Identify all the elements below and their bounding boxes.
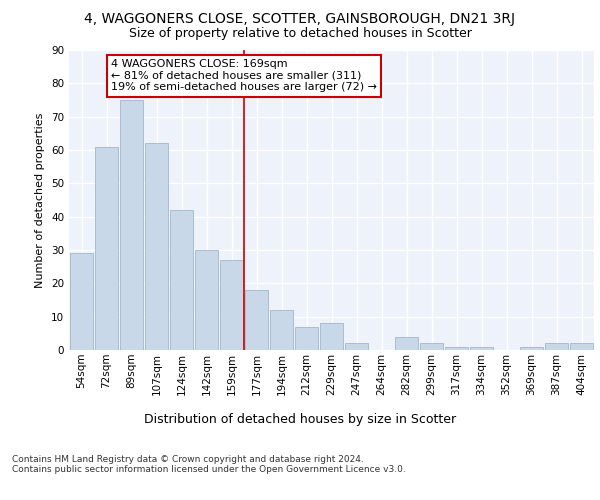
Bar bbox=[245, 290, 268, 350]
Bar bbox=[345, 344, 368, 350]
Bar bbox=[545, 344, 568, 350]
Text: 4, WAGGONERS CLOSE, SCOTTER, GAINSBOROUGH, DN21 3RJ: 4, WAGGONERS CLOSE, SCOTTER, GAINSBOROUG… bbox=[85, 12, 515, 26]
Bar bbox=[395, 336, 418, 350]
Bar bbox=[470, 346, 493, 350]
Bar bbox=[520, 346, 543, 350]
Bar bbox=[70, 254, 93, 350]
Bar bbox=[445, 346, 468, 350]
Bar bbox=[120, 100, 143, 350]
Text: Distribution of detached houses by size in Scotter: Distribution of detached houses by size … bbox=[144, 412, 456, 426]
Bar bbox=[320, 324, 343, 350]
Text: Contains HM Land Registry data © Crown copyright and database right 2024.
Contai: Contains HM Land Registry data © Crown c… bbox=[12, 455, 406, 474]
Bar bbox=[195, 250, 218, 350]
Bar bbox=[220, 260, 243, 350]
Bar bbox=[95, 146, 118, 350]
Bar bbox=[270, 310, 293, 350]
Text: 4 WAGGONERS CLOSE: 169sqm
← 81% of detached houses are smaller (311)
19% of semi: 4 WAGGONERS CLOSE: 169sqm ← 81% of detac… bbox=[111, 59, 377, 92]
Text: Size of property relative to detached houses in Scotter: Size of property relative to detached ho… bbox=[128, 28, 472, 40]
Bar bbox=[145, 144, 168, 350]
Bar bbox=[570, 344, 593, 350]
Bar bbox=[170, 210, 193, 350]
Bar bbox=[295, 326, 318, 350]
Y-axis label: Number of detached properties: Number of detached properties bbox=[35, 112, 46, 288]
Bar bbox=[420, 344, 443, 350]
